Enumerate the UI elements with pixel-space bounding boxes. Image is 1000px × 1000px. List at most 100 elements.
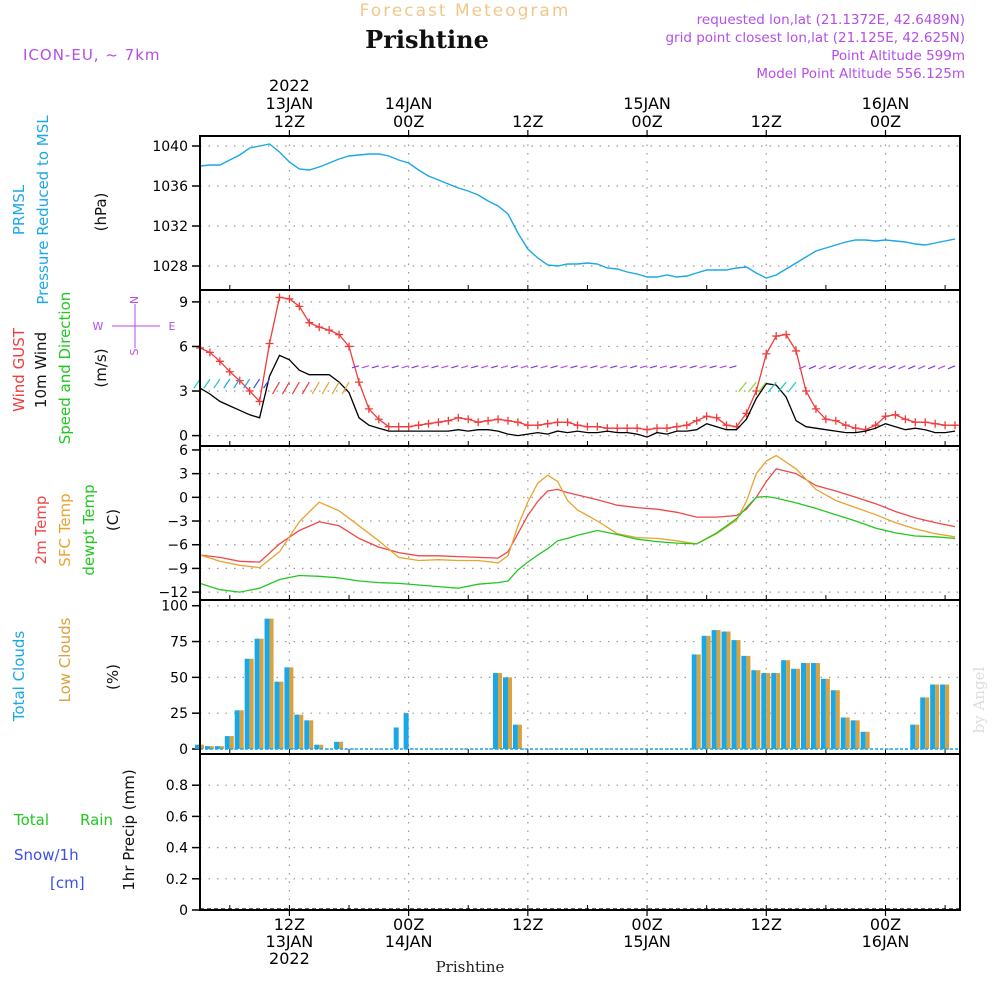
total-cloud-bar: [741, 655, 747, 749]
wind-gust-marker: [951, 421, 960, 430]
temperature-ytick-label: −12: [158, 585, 188, 601]
dewpt-label: dewpt Temp: [80, 484, 98, 575]
pressure-ytick-label: 1036: [152, 179, 188, 195]
wind-direction-arrow: [263, 378, 271, 389]
wind-gust-marker: [941, 421, 950, 430]
wind-unit: (m/s): [92, 348, 110, 387]
wind-direction-arrow: [490, 365, 499, 369]
wind-direction-arrow: [818, 365, 827, 370]
clouds-panel: 0 25 50 75 100: [161, 599, 961, 758]
pressure-label-msl: Pressure Reduced to MSL: [34, 115, 52, 305]
wind-gust-marker: [275, 293, 284, 302]
low-cloud-bar: [845, 717, 850, 749]
low-cloud-bar: [766, 673, 771, 749]
wind-direction-arrow: [767, 381, 777, 393]
point-altitude: Point Altitude 599m: [831, 48, 965, 64]
wind-gust-marker: [305, 318, 314, 327]
compass-n: N: [128, 296, 141, 304]
wind-gust-marker: [235, 376, 244, 385]
wind-gust-marker: [543, 419, 552, 428]
time-label: 16JAN: [862, 94, 910, 113]
low-cloud-bar: [776, 673, 781, 749]
precipitation-frame: [199, 753, 961, 911]
wind-gust-marker: [722, 421, 731, 430]
station-title: Prishtine: [365, 25, 489, 54]
total-cloud-bar: [274, 681, 280, 749]
wind-direction-arrow: [610, 365, 618, 369]
wind-direction-arrow: [828, 365, 837, 370]
wind-gust-marker: [225, 367, 234, 376]
wind-gust-marker: [325, 326, 334, 335]
wind-gust-marker: [702, 412, 711, 421]
wind-direction-arrow: [500, 365, 509, 369]
wind-gust-marker: [533, 421, 542, 430]
total-clouds-label: Total Clouds: [10, 631, 28, 723]
total-cloud-bar: [761, 673, 767, 749]
sfc-label: SFC Temp: [56, 493, 74, 566]
wind-direction-arrow: [737, 381, 747, 393]
cloud-unit: (%): [104, 664, 122, 690]
wind-direction-arrow: [321, 381, 330, 395]
time-label: 14JAN: [385, 932, 433, 951]
temp-axis-title: 2m Temp SFC Temp dewpt Temp (C): [32, 484, 122, 575]
wind-gust-marker: [384, 422, 393, 431]
wind-direction-arrow: [798, 365, 807, 370]
wind-gust-marker: [911, 418, 920, 427]
time-label: 00Z: [631, 915, 662, 934]
total-cloud-bar: [860, 731, 866, 749]
wind-direction-arrow: [381, 365, 389, 369]
wind-gust-marker: [553, 418, 562, 427]
sfc-temp-line: [199, 454, 956, 569]
total-cloud-bar: [791, 668, 797, 749]
total-cloud-bar: [294, 714, 300, 749]
temperature-ytick-label: 0: [179, 490, 188, 506]
precipitation-ytick-label: 0.6: [166, 809, 188, 825]
compass-e: E: [169, 320, 176, 333]
wind-gust-marker: [255, 397, 264, 406]
wind-direction-arrow: [331, 381, 340, 395]
wind-direction-arrow: [659, 365, 668, 369]
pressure-panel: 1028 1032 1036 1040: [152, 135, 961, 291]
low-cloud-bar: [269, 618, 274, 749]
wind-gust-marker: [394, 422, 403, 431]
wind-gust-marker: [772, 332, 781, 341]
time-label: 00Z: [393, 915, 424, 934]
wind-gust-marker: [404, 422, 413, 431]
wind-axis-title: Wind GUST 10m Wind Speed and Direction (…: [10, 292, 176, 445]
wind-direction-arrow: [858, 365, 866, 370]
time-label: 14JAN: [385, 94, 433, 113]
wind-direction-arrow: [669, 365, 678, 369]
time-label: 00Z: [393, 112, 424, 131]
low-cloud-bar: [756, 670, 761, 749]
total-cloud-bar: [820, 678, 826, 749]
wind-direction-arrow: [898, 365, 906, 370]
wind-direction-arrow: [689, 365, 697, 369]
low-cloud-bar: [517, 724, 522, 749]
wind-gust-marker: [712, 413, 721, 422]
total-cloud-bar: [850, 720, 856, 749]
precipitation-ytick-label: 0.2: [166, 872, 188, 888]
time-label: 12Z: [274, 112, 305, 131]
wind-direction-arrow: [371, 365, 379, 369]
cloud-axis-title: Total Clouds Low Clouds (%): [10, 617, 122, 722]
wind-direction-arrow: [341, 381, 350, 395]
low-cloud-bar: [229, 736, 234, 749]
wind-gust-marker: [583, 422, 592, 431]
low-cloud-bar: [726, 631, 731, 749]
low-cloud-bar: [736, 640, 741, 749]
wind-gust-marker: [573, 421, 582, 430]
low-cloud-bar: [249, 658, 254, 749]
wind-direction-arrow: [480, 365, 489, 369]
time-label: 2022: [269, 76, 310, 95]
time-label: 15JAN: [623, 94, 671, 113]
total-cloud-bar: [771, 673, 777, 749]
pressure-frame: [199, 135, 961, 291]
wind-direction-arrow: [709, 365, 717, 369]
compass-w: W: [93, 320, 104, 333]
wind-dir-label: Speed and Direction: [56, 292, 74, 445]
clouds-ytick-label: 75: [170, 635, 188, 651]
wind-direction-arrow: [838, 365, 846, 370]
total-cloud-bar: [731, 640, 737, 749]
precipitation-ytick-label: 0.8: [166, 778, 188, 794]
wind-gust-marker: [444, 416, 453, 425]
